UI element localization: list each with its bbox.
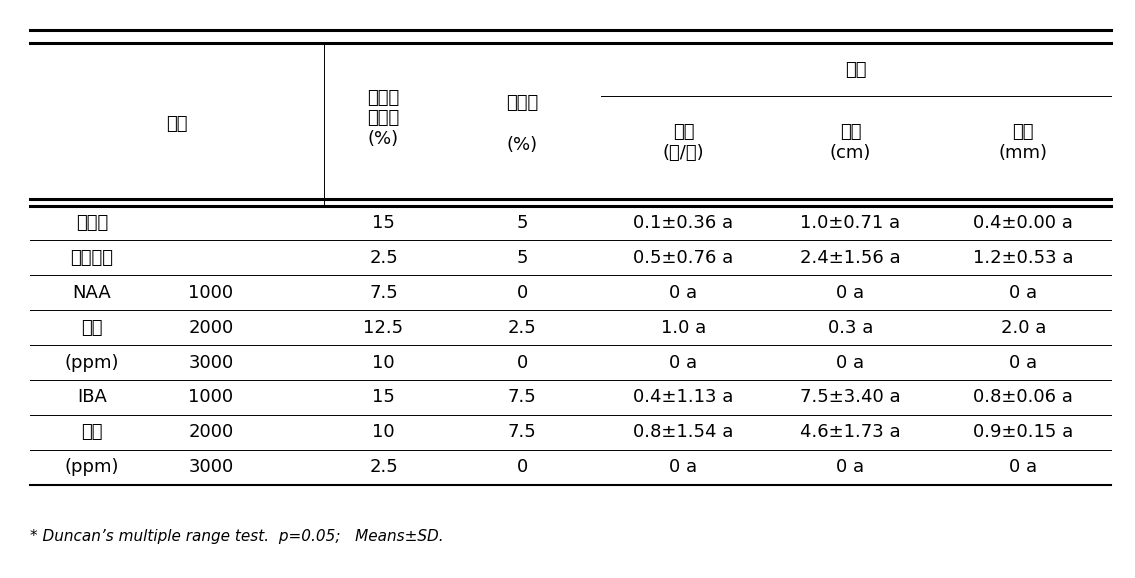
Text: 0 a: 0 a [836,458,865,476]
Text: 0 a: 0 a [1009,458,1037,476]
Text: 1.0 a: 1.0 a [661,318,706,336]
Text: 7.5: 7.5 [369,284,398,302]
Text: 0.4±0.00 a: 0.4±0.00 a [974,214,1074,232]
Text: 2.5: 2.5 [507,318,537,336]
Text: 길이
(cm): 길이 (cm) [830,123,872,162]
Text: 0.8±1.54 a: 0.8±1.54 a [633,423,733,441]
Text: 2000: 2000 [188,318,234,336]
Text: 처리: 처리 [82,423,102,441]
Text: 10: 10 [372,423,395,441]
Text: 5: 5 [516,249,528,267]
Text: 발근율

(%): 발근율 (%) [506,94,538,154]
Text: 0 a: 0 a [836,354,865,372]
Text: 0 a: 0 a [670,458,698,476]
Text: 12.5: 12.5 [363,318,404,336]
Text: 5: 5 [516,214,528,232]
Text: 4.6±1.73 a: 4.6±1.73 a [800,423,901,441]
Text: 15: 15 [372,388,395,406]
Text: 0: 0 [516,354,528,372]
Text: 2.5: 2.5 [369,458,398,476]
Text: 캘러스
형성율
(%): 캘러스 형성율 (%) [368,88,400,148]
Text: 무처리: 무처리 [76,214,108,232]
Text: (ppm): (ppm) [65,458,119,476]
Text: 0 a: 0 a [670,284,698,302]
Text: 0.8±0.06 a: 0.8±0.06 a [974,388,1074,406]
Text: (ppm): (ppm) [65,354,119,372]
Text: 7.5: 7.5 [507,423,537,441]
Text: 0: 0 [516,284,528,302]
Text: * Duncan’s multiple range test.  p=0.05;   Means±SD.: * Duncan’s multiple range test. p=0.05; … [30,529,444,544]
Text: 1000: 1000 [188,284,234,302]
Text: 1.2±0.53 a: 1.2±0.53 a [973,249,1074,267]
Text: 3000: 3000 [188,354,234,372]
Text: 0 a: 0 a [1009,354,1037,372]
Text: 0.1±0.36 a: 0.1±0.36 a [633,214,733,232]
Text: 7.5: 7.5 [507,388,537,406]
Text: 2.5: 2.5 [369,249,398,267]
Text: 0 a: 0 a [836,284,865,302]
Text: 0 a: 0 a [1009,284,1037,302]
Text: 2.4±1.56 a: 2.4±1.56 a [800,249,901,267]
Text: 0.9±0.15 a: 0.9±0.15 a [973,423,1074,441]
Text: 7.5±3.40 a: 7.5±3.40 a [800,388,901,406]
Text: 0: 0 [516,458,528,476]
Text: 직경
(mm): 직경 (mm) [999,123,1048,162]
Text: NAA: NAA [73,284,111,302]
Text: 0.4±1.13 a: 0.4±1.13 a [633,388,733,406]
Text: 10: 10 [372,354,395,372]
Text: 빨리: 빨리 [846,61,867,79]
Text: 15: 15 [372,214,395,232]
Text: 처리: 처리 [82,318,102,336]
Text: 3000: 3000 [188,458,234,476]
Text: 2.0 a: 2.0 a [1001,318,1046,336]
Text: 1.0±0.71 a: 1.0±0.71 a [800,214,900,232]
Text: 루톤처리: 루톤처리 [70,249,114,267]
Text: 1000: 1000 [188,388,234,406]
Text: 처리: 처리 [166,115,187,133]
Text: 2000: 2000 [188,423,234,441]
Text: IBA: IBA [77,388,107,406]
Text: 0 a: 0 a [670,354,698,372]
Text: 0.3 a: 0.3 a [827,318,873,336]
Text: 개수
(개/주): 개수 (개/주) [663,123,705,162]
Text: 0.5±0.76 a: 0.5±0.76 a [633,249,733,267]
